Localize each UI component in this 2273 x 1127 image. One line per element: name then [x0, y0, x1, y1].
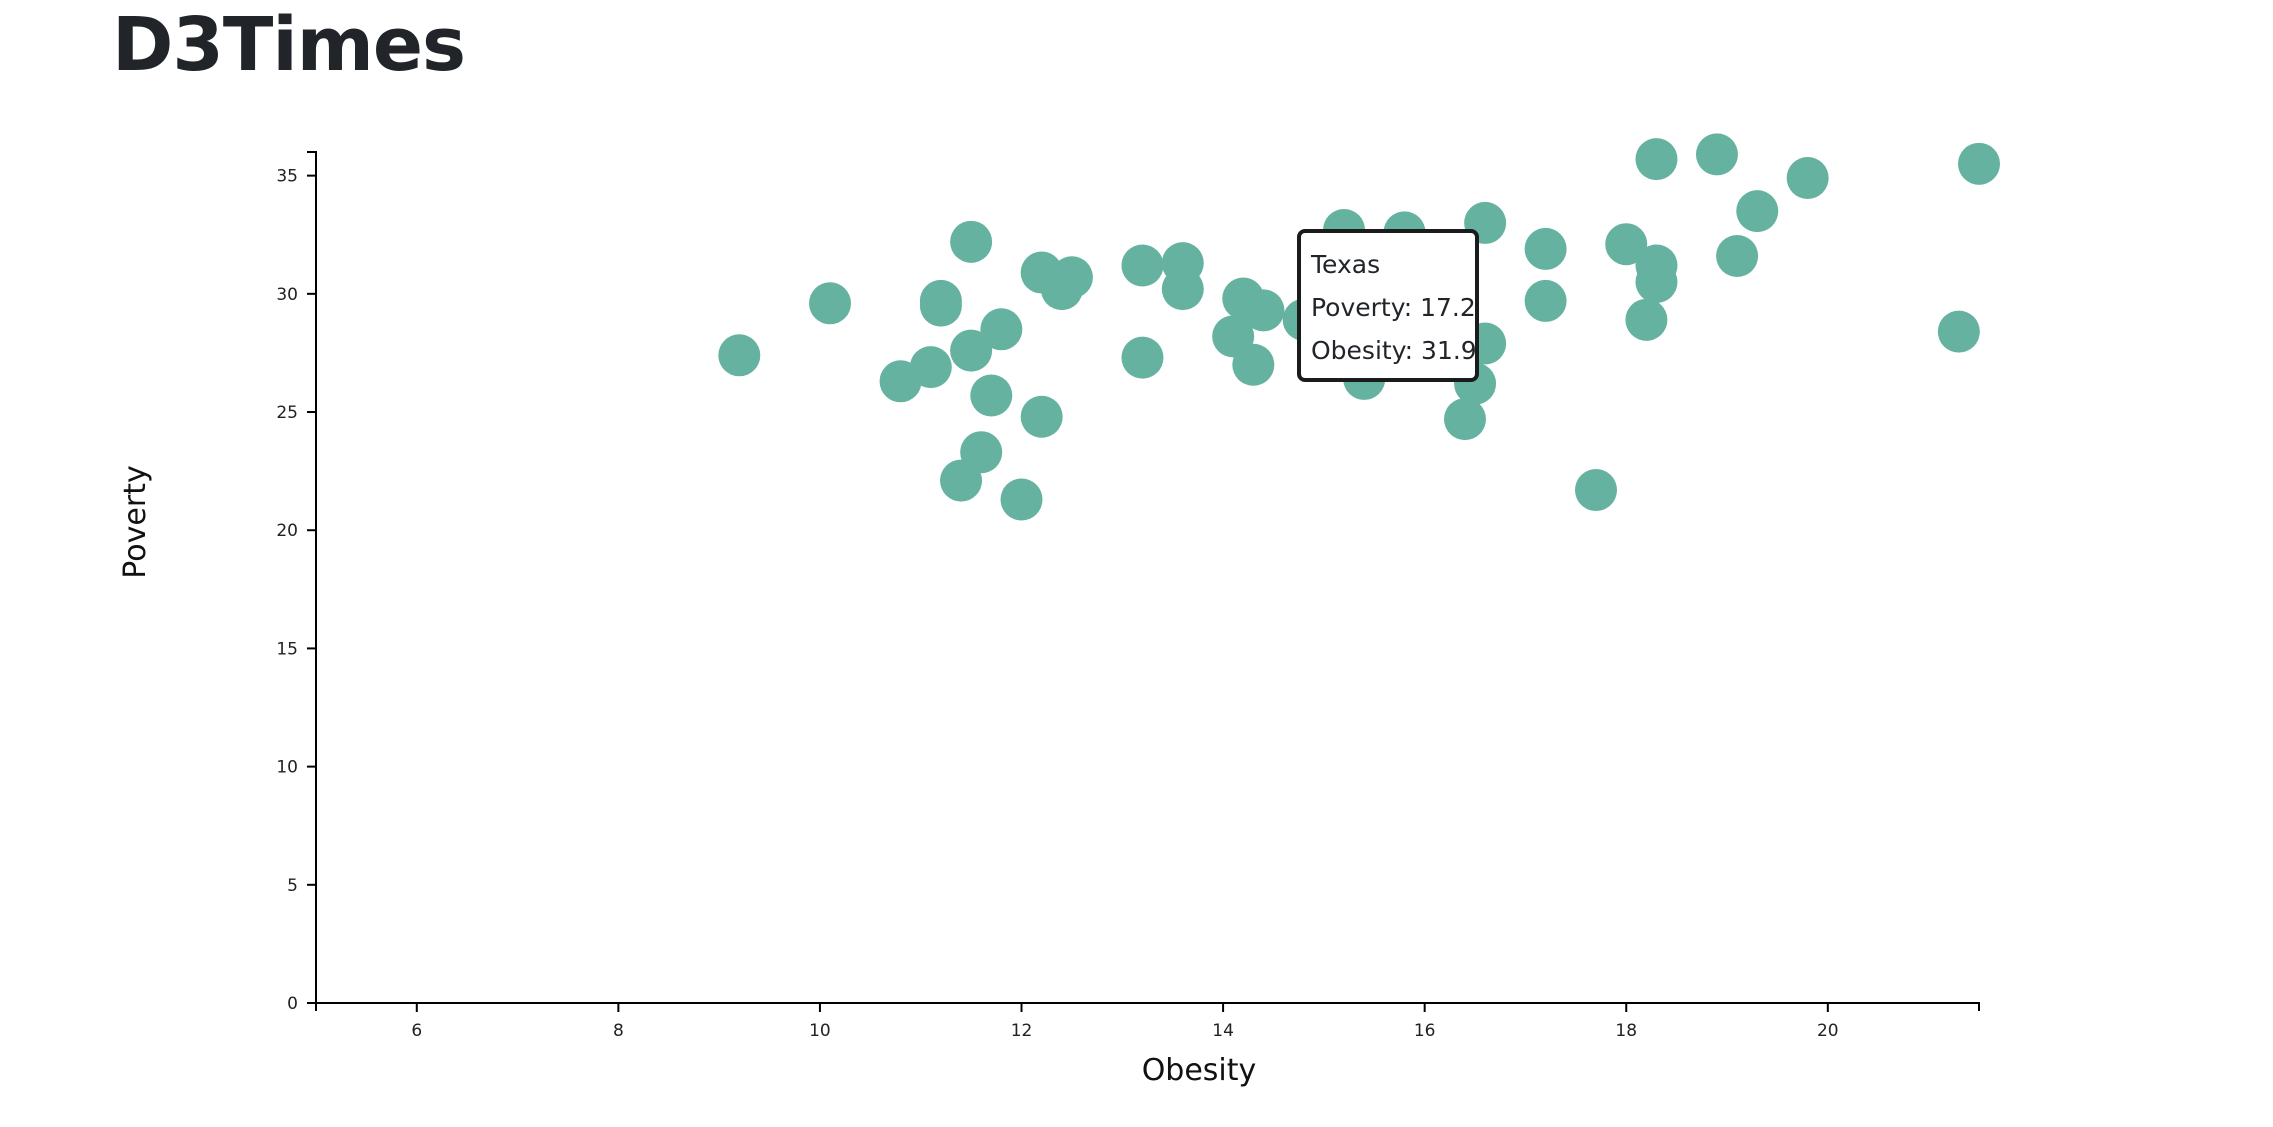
data-point[interactable]: [1716, 235, 1759, 278]
data-point[interactable]: [909, 346, 952, 389]
tooltip-state: Texas: [1311, 250, 1381, 279]
data-point[interactable]: [1020, 395, 1063, 438]
data-point[interactable]: [950, 220, 993, 263]
y-axis-line: [307, 151, 317, 1004]
y-tick-label: 30: [276, 285, 298, 305]
data-point[interactable]: [970, 374, 1013, 417]
data-point[interactable]: [1443, 398, 1486, 441]
data-point[interactable]: [1575, 469, 1618, 512]
x-tick-label: 6: [411, 1021, 422, 1041]
y-tick-label: 25: [276, 403, 298, 423]
data-point[interactable]: [1625, 298, 1668, 341]
data-point[interactable]: [1786, 157, 1829, 200]
data-point[interactable]: [809, 282, 852, 325]
data-point[interactable]: [1605, 223, 1648, 266]
data-point[interactable]: [940, 459, 983, 502]
data-point[interactable]: [1121, 336, 1164, 379]
data-point[interactable]: [980, 308, 1023, 351]
x-axis: 6 8 10 12 14 16 18 20: [315, 1002, 1980, 1041]
data-point[interactable]: [1232, 343, 1275, 386]
x-axis-line: [315, 1002, 1980, 1011]
data-point[interactable]: [1524, 227, 1567, 270]
x-tick-label: 16: [1414, 1021, 1436, 1041]
page-title: D3Times: [112, 2, 466, 88]
state-tooltip: Texas Poverty: 17.2 Obesity: 31.9: [1297, 229, 1479, 382]
data-point[interactable]: [1937, 310, 1980, 353]
y-tick-label: 20: [276, 521, 298, 541]
x-tick-label: 20: [1817, 1021, 1839, 1041]
x-tick-label: 10: [809, 1021, 831, 1041]
x-tick-label: 8: [613, 1021, 624, 1041]
data-point[interactable]: [1736, 190, 1779, 233]
tooltip-obesity: Obesity: 31.9: [1311, 336, 1477, 365]
y-tick-label: 15: [276, 639, 298, 659]
x-axis-title: Obesity: [1142, 1053, 1257, 1088]
data-point[interactable]: [1635, 138, 1678, 181]
data-point[interactable]: [1524, 279, 1567, 322]
y-axis-title: Poverty: [118, 465, 153, 578]
data-point[interactable]: [1161, 268, 1204, 311]
data-point[interactable]: [1635, 261, 1678, 304]
data-point[interactable]: [1121, 244, 1164, 287]
tooltip-poverty: Poverty: 17.2: [1311, 293, 1476, 322]
y-tick-label: 5: [287, 876, 298, 896]
data-point[interactable]: [1050, 256, 1093, 299]
x-tick-label: 18: [1615, 1021, 1637, 1041]
data-point[interactable]: [718, 334, 761, 377]
points-layer: [718, 133, 2000, 521]
y-tick-label: 10: [276, 758, 298, 778]
data-point[interactable]: [950, 329, 993, 372]
data-point[interactable]: [919, 284, 962, 327]
y-axis: 0 5 10 15 20 25 30 35: [276, 151, 317, 1014]
x-tick-label: 12: [1011, 1021, 1033, 1041]
data-point[interactable]: [1242, 289, 1285, 332]
y-tick-label: 35: [276, 167, 298, 187]
data-point[interactable]: [1958, 142, 2000, 185]
x-tick-label: 14: [1212, 1021, 1234, 1041]
data-point[interactable]: [1000, 478, 1043, 521]
y-tick-label: 0: [287, 994, 298, 1014]
data-point[interactable]: [1695, 133, 1738, 176]
